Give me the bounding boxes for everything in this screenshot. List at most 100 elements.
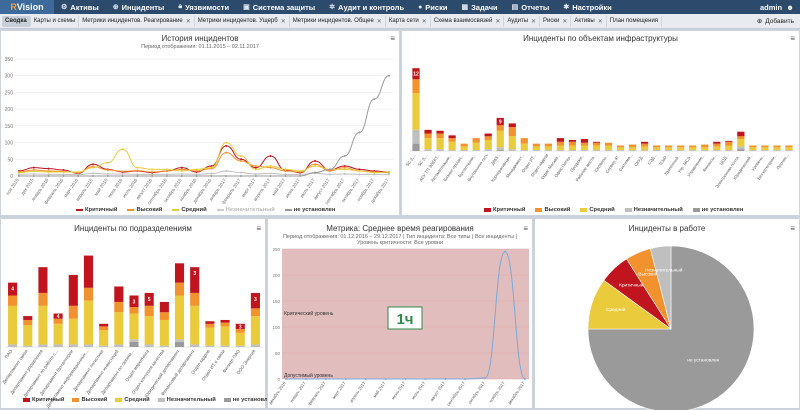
close-icon[interactable]: ✕ xyxy=(422,18,427,25)
y-tick-label: 100 xyxy=(272,325,280,330)
bar-segment-unset xyxy=(175,342,184,347)
legend-low[interactable]: Незначительный xyxy=(217,207,275,213)
tab-label: Схема взаимосвязей xyxy=(434,18,493,24)
tab-audits[interactable]: Аудиты ✕ xyxy=(504,16,540,27)
legend-swatch xyxy=(217,209,224,211)
legend-label: не установлен xyxy=(294,207,336,213)
bar-segment-low xyxy=(509,149,516,151)
tab-metrics-damage[interactable]: Метрики инцидентов. Ущерб ✕ xyxy=(195,16,290,27)
nav-tasks[interactable]: ▦ Задачи xyxy=(454,3,504,12)
bar-segment-high xyxy=(449,138,456,142)
close-icon[interactable]: ✕ xyxy=(281,18,286,25)
series-point-high xyxy=(151,171,153,173)
metric-point xyxy=(464,378,466,380)
tab-summary[interactable]: Сводка xyxy=(2,16,31,27)
x-tick-label: СКУД... xyxy=(633,153,645,168)
legend-critical[interactable]: Критичный xyxy=(23,397,64,403)
add-tab-button[interactable]: ⊕ Добавить xyxy=(757,17,800,25)
bar-segment-high xyxy=(509,127,516,136)
legend-label: Высокий xyxy=(544,207,570,213)
tab-network-map[interactable]: Карта сети ✕ xyxy=(386,16,431,27)
legend-label: Незначительный xyxy=(226,207,275,213)
bar-segment-medium xyxy=(461,146,468,150)
legend-unset[interactable]: не установлен xyxy=(693,207,744,213)
bar-segment-medium xyxy=(175,296,184,340)
bar-segment-medium xyxy=(689,147,696,150)
close-icon[interactable]: ✕ xyxy=(495,18,500,25)
y-tick-label: 0 xyxy=(10,174,13,180)
series-point-medium xyxy=(344,168,346,170)
legend-medium[interactable]: Средний xyxy=(580,207,614,213)
bar-segment-medium xyxy=(160,320,169,346)
x-tick-label: SC (L... xyxy=(405,153,417,168)
bar-segment-high xyxy=(689,145,696,147)
tab-relations[interactable]: Схема взаимосвязей ✕ xyxy=(431,16,505,27)
tab-risks[interactable]: Риски ✕ xyxy=(540,16,571,27)
bar-segment-low xyxy=(569,150,576,151)
nav-audit[interactable]: ✲ Аудит и контроль xyxy=(322,3,411,12)
tab-floor-plan[interactable]: План помещения xyxy=(607,16,662,27)
nav-protection[interactable]: ▣ Система защиты xyxy=(236,3,322,12)
nav-incidents[interactable]: ⊕ Инциденты xyxy=(106,3,172,12)
brand-logo[interactable]: R Vision xyxy=(0,0,54,14)
bar-segment-medium xyxy=(38,306,47,345)
series-point-high xyxy=(107,169,109,171)
bar-segment-medium xyxy=(251,316,260,344)
close-icon[interactable]: ✕ xyxy=(377,18,382,25)
nav-risks[interactable]: ● Риски xyxy=(411,3,454,12)
legend-critical[interactable]: Критичный xyxy=(484,207,525,213)
series-point-low xyxy=(255,173,257,175)
nav-label: Система защиты xyxy=(253,3,315,12)
bar-segment-medium xyxy=(713,146,720,150)
legend-medium[interactable]: Средний xyxy=(115,397,149,403)
user-icon: ☻ xyxy=(786,3,794,12)
nav-vulnerabilities[interactable]: 🔒︎ Уязвимости xyxy=(171,3,236,12)
nav-settings[interactable]: ✱ Настройки xyxy=(556,3,618,12)
series-point-unset xyxy=(33,175,35,177)
bar-segment-low xyxy=(641,150,648,151)
bar-segment-high xyxy=(785,145,792,147)
user-menu[interactable]: admin ☻ xyxy=(760,3,800,12)
tab-maps[interactable]: Карты и схемы xyxy=(31,16,80,27)
close-icon[interactable]: ✕ xyxy=(531,18,536,25)
tab-label: Метрики инцидентов. Ущерб xyxy=(198,18,278,24)
close-icon[interactable]: ✕ xyxy=(598,18,603,25)
series-point-medium xyxy=(270,165,272,167)
legend-label: Критичный xyxy=(493,207,525,213)
close-icon[interactable]: ✕ xyxy=(562,18,567,25)
work-panel: Инциденты в работе ≡ не установлен Средни… xyxy=(534,218,800,409)
close-icon[interactable]: ✕ xyxy=(186,18,191,25)
legend-low[interactable]: Незначительный xyxy=(625,207,683,213)
metric-panel: Метрика: Среднее время реагирования Пери… xyxy=(267,218,533,409)
series-point-low xyxy=(225,170,227,172)
legend-medium[interactable]: Средний xyxy=(172,207,206,213)
legend-unset[interactable]: не установлен xyxy=(285,207,336,213)
legend-high[interactable]: Высокий xyxy=(127,207,162,213)
pie-label: Критичный xyxy=(619,282,644,289)
legend-critical[interactable]: Критичный xyxy=(76,207,117,213)
tab-label: Карта сети xyxy=(389,18,419,24)
bar-segment-low xyxy=(38,344,47,347)
bar-segment-high xyxy=(461,144,468,147)
metric-point xyxy=(444,378,446,380)
tab-assets[interactable]: Активы ✕ xyxy=(571,16,606,27)
legend-low[interactable]: Незначительный xyxy=(158,397,216,403)
normal-level-label: Допустимый уровень xyxy=(284,372,333,379)
bar-segment-medium xyxy=(485,140,492,149)
nav-reports[interactable]: ▤ Отчеты xyxy=(505,3,557,12)
legend-high[interactable]: Высокий xyxy=(535,207,570,213)
tab-metrics-response[interactable]: Метрики инцидентов. Реагирование ✕ xyxy=(79,16,195,27)
gear-icon: ✲ xyxy=(329,3,335,11)
nav-assets[interactable]: ⚙ Активы xyxy=(54,3,106,12)
bar-segment-medium xyxy=(581,145,588,150)
tab-metrics-general[interactable]: Метрики инцидентов. Общее ✕ xyxy=(290,16,386,27)
metric-point xyxy=(345,378,347,380)
bar-segment-high xyxy=(69,306,78,319)
series-point-unset xyxy=(122,175,124,177)
bar-segment-low xyxy=(84,344,93,347)
bar-segment-high xyxy=(605,143,612,146)
legend-high[interactable]: Высокий xyxy=(72,397,107,403)
bar-segment-low xyxy=(629,150,636,151)
tab-label: Активы xyxy=(574,18,594,24)
series-point-unset xyxy=(225,175,227,177)
